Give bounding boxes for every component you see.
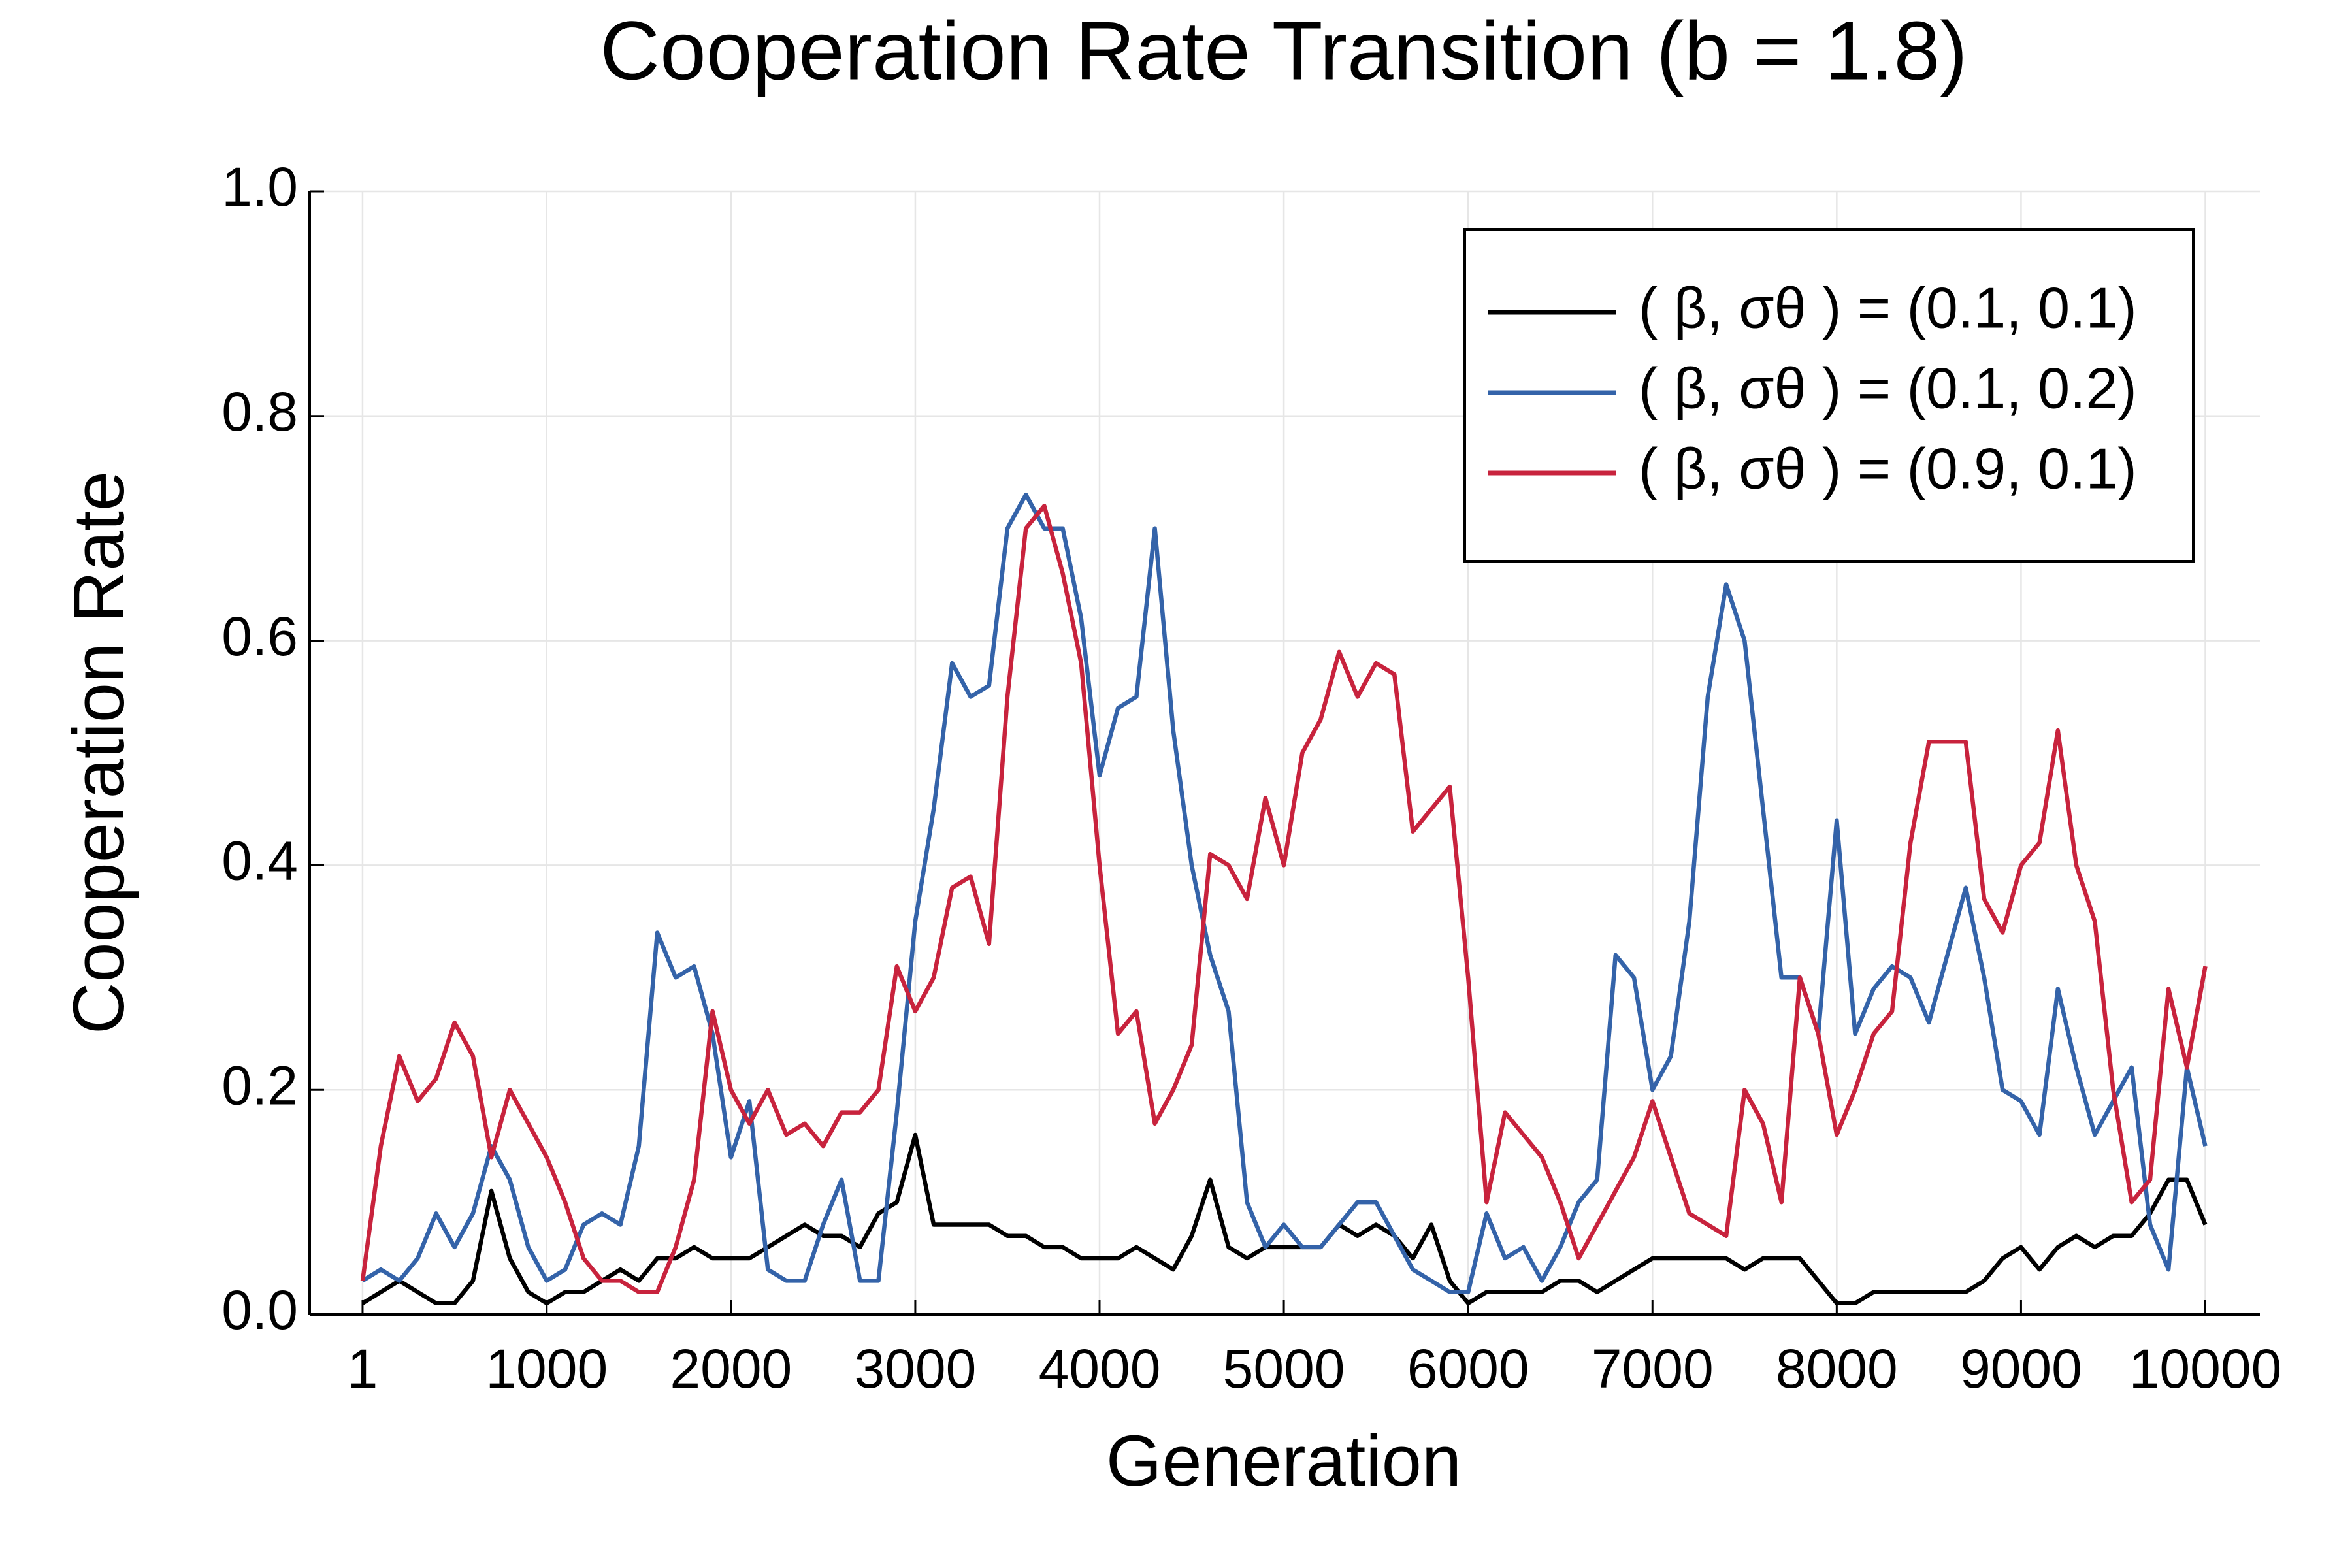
y-tick-label: 0.8 — [221, 381, 298, 442]
x-tick-label: 2000 — [670, 1338, 792, 1399]
x-tick-label: 3000 — [854, 1338, 976, 1399]
legend-label: ( β, σθ ) = (0.1, 0.1) — [1639, 275, 2137, 340]
x-tick-label: 8000 — [1776, 1338, 1898, 1399]
y-axis-label: Cooperation Rate — [59, 471, 139, 1034]
x-tick-label: 4000 — [1039, 1338, 1161, 1399]
x-tick-label: 10000 — [2129, 1338, 2282, 1399]
legend-label: ( β, σθ ) = (0.1, 0.2) — [1639, 355, 2137, 420]
legend-label: ( β, σθ ) = (0.9, 0.1) — [1639, 436, 2137, 500]
y-tick-label: 0.2 — [221, 1054, 298, 1116]
x-tick-label: 7000 — [1592, 1338, 1714, 1399]
y-tick-label: 0.0 — [221, 1279, 298, 1341]
y-tick-label: 1.0 — [221, 156, 298, 218]
legend-box — [1463, 228, 2195, 563]
chart-title: Cooperation Rate Transition (b = 1.8) — [600, 5, 1967, 97]
x-tick-label: 1000 — [485, 1338, 608, 1399]
y-tick-label: 0.4 — [221, 830, 298, 892]
x-tick-label: 6000 — [1407, 1338, 1529, 1399]
x-tick-label: 5000 — [1223, 1338, 1345, 1399]
series-line — [360, 504, 2208, 1294]
x-tick-label: 1 — [348, 1338, 378, 1399]
x-axis-label: Generation — [1106, 1421, 1462, 1501]
x-tick-label: 9000 — [1960, 1338, 2082, 1399]
y-tick-label: 0.6 — [221, 606, 298, 667]
